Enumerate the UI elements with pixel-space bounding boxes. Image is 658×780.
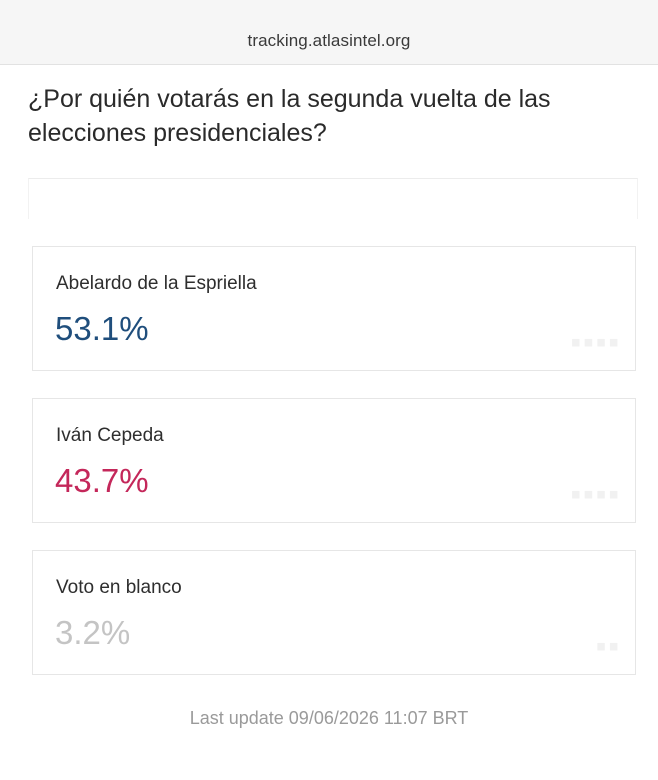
candidate-percent: 3.2% [55,614,131,651]
candidate-percent: 43.7% [55,462,149,499]
candidate-percent: 53.1% [55,310,149,347]
last-update-text: Last update 09/06/2026 11:07 BRT [189,708,469,728]
faded-background-digits: ▪▪▪▪ [570,478,621,511]
candidate-name: Iván Cepeda [56,425,164,446]
result-card-blank-vote: Voto en blanco 3.2% ▪▪ [32,550,636,675]
result-card-cepeda: Iván Cepeda 43.7% ▪▪▪▪ [32,398,636,523]
poll-question: ¿Por quién votarás en la segunda vuelta … [28,85,551,147]
browser-address-bar[interactable]: tracking.atlasintel.org [0,0,658,65]
faded-background-digits: ▪▪ [595,630,621,663]
candidate-name: Voto en blanco [56,577,182,598]
url-text[interactable]: tracking.atlasintel.org [247,31,411,50]
faded-background-digits: ▪▪▪▪ [570,326,621,359]
empty-panel [28,178,638,219]
candidate-name: Abelardo de la Espriella [56,273,257,294]
result-card-espriella: Abelardo de la Espriella 53.1% ▪▪▪▪ [32,246,636,371]
